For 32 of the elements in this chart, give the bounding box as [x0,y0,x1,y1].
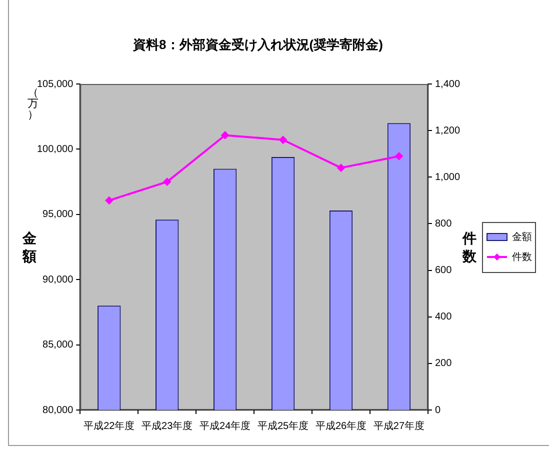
y-tick-label: 95,000 [42,209,74,220]
x-tick-label: 平成23年度 [142,420,193,432]
y-tick-label: 90,000 [42,274,74,286]
legend-label: 件数 [512,252,532,263]
y-tick-label: 85,000 [42,340,74,351]
y-tick-label: 80,000 [42,404,74,416]
point [163,178,172,186]
point [105,196,114,204]
y2-tick-label: 1,400 [434,78,460,90]
point [221,131,230,140]
x-tick-label: 平成25年度 [257,420,309,432]
y2-tick-label: 400 [434,312,452,323]
text: （万） [27,87,38,121]
y2-tick-label: 1,200 [434,125,460,136]
point [279,136,288,144]
y2-tick-label: 200 [434,358,452,370]
y-axis-title: 金額 [22,229,37,265]
y-tick-label: 105,000 [36,78,74,90]
y-tick-label: 100,000 [36,144,74,155]
y2-tick-label: 800 [434,218,452,230]
legend-label: 金額 [512,230,532,243]
y2-tick-label: 0 [434,404,441,416]
point [337,164,346,172]
x-tick-label: 平成27年度 [373,420,425,432]
y2-tick-label: 600 [434,265,452,276]
chart-title: 資料8：外部資金受け入れ状況(奨学寄附金) [133,37,383,53]
point [394,152,403,160]
y2-tick-label: 1,000 [434,172,460,183]
x-tick-label: 平成24年度 [200,420,251,432]
x-tick-label: 平成26年度 [315,420,367,432]
x-tick-label: 平成22年度 [84,420,135,432]
y2-axis-title: 件数 [462,229,477,265]
